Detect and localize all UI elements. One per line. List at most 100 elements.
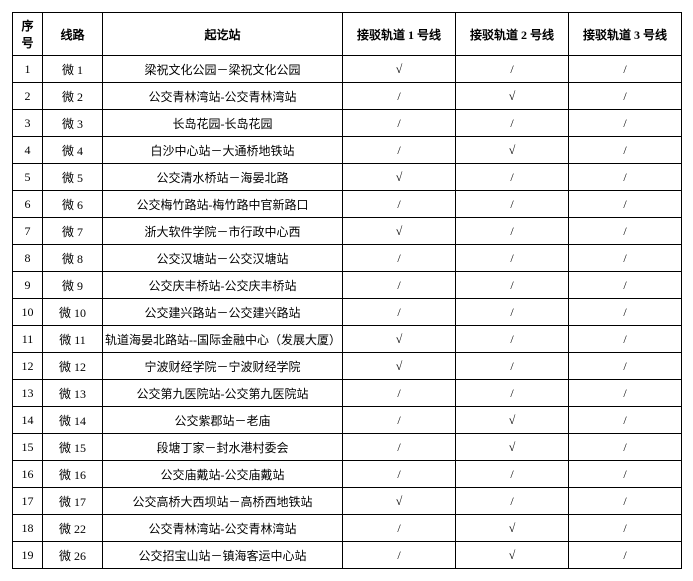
cell-line: 微 7 (43, 218, 103, 245)
cell-station: 长岛花园-长岛花园 (103, 110, 343, 137)
cell-c2: / (456, 110, 569, 137)
cell-idx: 1 (13, 56, 43, 83)
cell-c2: / (456, 299, 569, 326)
cell-c3: / (569, 488, 682, 515)
cell-c3: / (569, 110, 682, 137)
cell-c2: √ (456, 83, 569, 110)
cell-c1: / (343, 245, 456, 272)
cell-c1: / (343, 110, 456, 137)
header-c2: 接驳轨道 2 号线 (456, 13, 569, 56)
table-row: 12微 12宁波财经学院－宁波财经学院√// (13, 353, 682, 380)
cell-c2: / (456, 218, 569, 245)
cell-c3: / (569, 542, 682, 569)
cell-idx: 9 (13, 272, 43, 299)
cell-idx: 8 (13, 245, 43, 272)
cell-c3: / (569, 461, 682, 488)
cell-c2: √ (456, 542, 569, 569)
cell-c1: √ (343, 164, 456, 191)
table-row: 19微 26公交招宝山站－镇海客运中心站/√/ (13, 542, 682, 569)
cell-line: 微 15 (43, 434, 103, 461)
cell-line: 微 16 (43, 461, 103, 488)
cell-c1: √ (343, 218, 456, 245)
cell-c2: √ (456, 515, 569, 542)
cell-line: 微 11 (43, 326, 103, 353)
table-row: 3微 3长岛花园-长岛花园/// (13, 110, 682, 137)
cell-station: 白沙中心站－大通桥地铁站 (103, 137, 343, 164)
cell-station: 浙大软件学院－市行政中心西 (103, 218, 343, 245)
cell-station: 公交庆丰桥站-公交庆丰桥站 (103, 272, 343, 299)
table-row: 6微 6公交梅竹路站-梅竹路中官新路口/// (13, 191, 682, 218)
cell-c1: / (343, 272, 456, 299)
cell-c1: / (343, 380, 456, 407)
table-row: 11微 11轨道海晏北路站--国际金融中心（发展大厦）√// (13, 326, 682, 353)
cell-c1: / (343, 83, 456, 110)
table-row: 5微 5公交清水桥站－海晏北路√// (13, 164, 682, 191)
table-row: 10微 10公交建兴路站－公交建兴路站/// (13, 299, 682, 326)
header-c3: 接驳轨道 3 号线 (569, 13, 682, 56)
cell-idx: 19 (13, 542, 43, 569)
cell-station: 公交清水桥站－海晏北路 (103, 164, 343, 191)
cell-c1: √ (343, 488, 456, 515)
cell-c3: / (569, 407, 682, 434)
cell-station: 公交庙戴站-公交庙戴站 (103, 461, 343, 488)
cell-c3: / (569, 299, 682, 326)
cell-c2: / (456, 353, 569, 380)
table-row: 1微 1梁祝文化公园－梁祝文化公园√// (13, 56, 682, 83)
cell-line: 微 10 (43, 299, 103, 326)
cell-station: 宁波财经学院－宁波财经学院 (103, 353, 343, 380)
cell-idx: 5 (13, 164, 43, 191)
cell-idx: 10 (13, 299, 43, 326)
cell-idx: 13 (13, 380, 43, 407)
cell-c2: √ (456, 434, 569, 461)
cell-c3: / (569, 434, 682, 461)
cell-c3: / (569, 326, 682, 353)
cell-c3: / (569, 353, 682, 380)
cell-idx: 15 (13, 434, 43, 461)
cell-idx: 17 (13, 488, 43, 515)
cell-station: 公交招宝山站－镇海客运中心站 (103, 542, 343, 569)
cell-idx: 2 (13, 83, 43, 110)
cell-idx: 6 (13, 191, 43, 218)
cell-idx: 3 (13, 110, 43, 137)
cell-c1: / (343, 191, 456, 218)
cell-c2: / (456, 380, 569, 407)
table-row: 4微 4白沙中心站－大通桥地铁站/√/ (13, 137, 682, 164)
cell-c2: / (456, 488, 569, 515)
cell-c1: / (343, 461, 456, 488)
cell-c1: / (343, 515, 456, 542)
cell-station: 公交高桥大西坝站－高桥西地铁站 (103, 488, 343, 515)
cell-station: 公交紫郡站－老庙 (103, 407, 343, 434)
cell-c2: / (456, 461, 569, 488)
header-row: 序 号 线路 起讫站 接驳轨道 1 号线 接驳轨道 2 号线 接驳轨道 3 号线 (13, 13, 682, 56)
header-line: 线路 (43, 13, 103, 56)
cell-c3: / (569, 515, 682, 542)
header-c1: 接驳轨道 1 号线 (343, 13, 456, 56)
table-row: 9微 9公交庆丰桥站-公交庆丰桥站/// (13, 272, 682, 299)
cell-station: 公交青林湾站-公交青林湾站 (103, 515, 343, 542)
cell-idx: 7 (13, 218, 43, 245)
header-idx: 序 号 (13, 13, 43, 56)
cell-c1: √ (343, 56, 456, 83)
cell-c3: / (569, 218, 682, 245)
table-row: 15微 15段塘丁家－封水港村委会/√/ (13, 434, 682, 461)
table-row: 7微 7浙大软件学院－市行政中心西√// (13, 218, 682, 245)
cell-station: 公交汉塘站－公交汉塘站 (103, 245, 343, 272)
cell-c1: √ (343, 326, 456, 353)
cell-idx: 16 (13, 461, 43, 488)
cell-c2: / (456, 164, 569, 191)
cell-c3: / (569, 191, 682, 218)
cell-c1: √ (343, 353, 456, 380)
cell-station: 公交第九医院站-公交第九医院站 (103, 380, 343, 407)
cell-idx: 11 (13, 326, 43, 353)
table-row: 18微 22公交青林湾站-公交青林湾站/√/ (13, 515, 682, 542)
cell-line: 微 5 (43, 164, 103, 191)
table-row: 17微 17公交高桥大西坝站－高桥西地铁站√// (13, 488, 682, 515)
cell-line: 微 2 (43, 83, 103, 110)
cell-c1: / (343, 434, 456, 461)
cell-station: 轨道海晏北路站--国际金融中心（发展大厦） (103, 326, 343, 353)
cell-station: 段塘丁家－封水港村委会 (103, 434, 343, 461)
table-row: 13微 13公交第九医院站-公交第九医院站/// (13, 380, 682, 407)
cell-line: 微 26 (43, 542, 103, 569)
cell-line: 微 17 (43, 488, 103, 515)
cell-line: 微 22 (43, 515, 103, 542)
